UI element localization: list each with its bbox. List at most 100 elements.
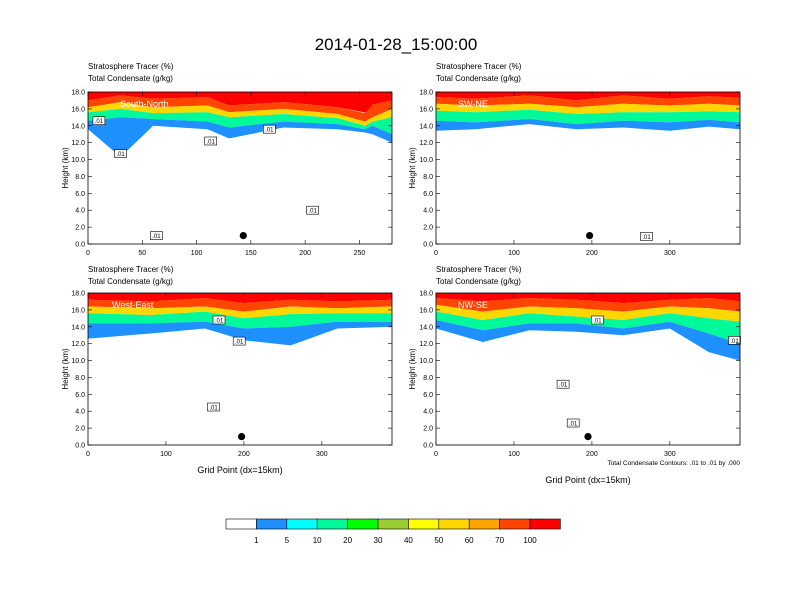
contour-label-box	[150, 231, 163, 240]
colorbar-swatch	[347, 518, 379, 530]
panel-subtitle-condensate: Total Condensate (g/kg)	[436, 74, 521, 83]
y-axis-label: Height (km)	[61, 147, 70, 189]
tracer-band-100	[436, 293, 740, 304]
contour-label-box	[262, 124, 276, 134]
colorbar-swatch	[377, 518, 409, 530]
y-tick-label: 0.0	[75, 443, 85, 450]
tracer-band-70	[436, 298, 740, 312]
colorbar-label: 100	[523, 536, 537, 545]
contour-label-box	[306, 205, 320, 215]
tracer-band-20	[436, 311, 740, 344]
plot-area: .01 .01 .01 .01 .01 .01 0.0 2.0 4.0 6.0 8.0 10.0 12.…	[71, 90, 393, 257]
contour-label: .01	[207, 140, 216, 146]
x-axis-label: Grid Point (dx=15km)	[545, 475, 630, 485]
y-tick-label: 14.0	[71, 324, 85, 331]
x-tick-label: 100	[160, 451, 172, 458]
contour-label-box	[207, 402, 220, 412]
tracer-band-20	[88, 311, 392, 329]
colorbar-swatch	[225, 518, 257, 530]
tracer-band-70	[436, 95, 740, 108]
x-axis-label: Grid Point (dx=15km)	[197, 465, 282, 475]
colorbar-swatch	[286, 518, 318, 530]
y-tick-label: 2.0	[75, 225, 85, 232]
panel-cross-section-label: SW-NE	[458, 99, 488, 109]
panel-nw-se: Stratosphere Tracer (%) Total Condensate…	[408, 265, 741, 485]
y-tick-label: 18.0	[71, 90, 85, 97]
x-tick-label: 100	[508, 250, 520, 257]
panel-west-east: Stratosphere Tracer (%) Total Condensate…	[61, 265, 393, 475]
x-tick-label: 150	[245, 250, 257, 257]
panel-subtitle-condensate: Total Condensate (g/kg)	[88, 277, 173, 286]
tracer-band-5	[88, 321, 392, 346]
y-tick-label: 18.0	[419, 291, 433, 298]
colorbar-label: 5	[285, 536, 290, 545]
tracer-band-100	[88, 293, 392, 304]
tracer-band-50	[88, 102, 392, 126]
contour-label: .01	[593, 319, 602, 325]
y-tick-label: 8.0	[75, 375, 85, 382]
contour-label-box	[114, 149, 127, 158]
plot-frame	[87, 292, 393, 446]
x-tick-label: 100	[191, 250, 203, 257]
tracer-band-70	[88, 95, 392, 122]
location-marker	[238, 433, 246, 441]
y-tick-label: 16.0	[419, 307, 433, 314]
plot-area: .01 .01 .01 0.0 2.0 4.0 6.0 8.0 10.0 12.0 14.0 16.0…	[71, 291, 393, 458]
y-tick-label: 10.0	[71, 358, 85, 365]
x-tick-label: 50	[138, 250, 146, 257]
contour-label-box	[556, 379, 570, 389]
contour-label: .01	[209, 406, 218, 412]
y-tick-label: 14.0	[419, 123, 433, 130]
y-tick-label: 16.0	[71, 106, 85, 113]
x-tick-label: 200	[586, 451, 598, 458]
plot-area: .01 0.0 2.0 4.0 6.0 8.0 10.0 12.0 14.0 16.0 18.0 0 1…	[419, 90, 741, 257]
y-axis-label: Height (km)	[408, 147, 417, 189]
y-tick-label: 6.0	[423, 191, 433, 198]
contour-label-box	[204, 136, 217, 146]
colorbar-label: 60	[465, 536, 474, 545]
tracer-band-20	[436, 109, 740, 125]
colorbar-label: 1	[254, 536, 259, 545]
y-tick-label: 8.0	[423, 375, 433, 382]
y-tick-label: 0.0	[423, 443, 433, 450]
main-title: 2014-01-28_15:00:00	[315, 35, 478, 54]
y-axis-label: Height (km)	[61, 348, 70, 390]
tracer-band-50	[88, 306, 392, 319]
contour-label: .01	[569, 422, 578, 428]
tracer-band-50	[436, 103, 740, 114]
contour-label: .01	[309, 209, 318, 215]
x-tick-label: 200	[238, 451, 250, 458]
y-tick-label: 2.0	[75, 426, 85, 433]
panel-subtitle-tracer: Stratosphere Tracer (%)	[88, 62, 174, 71]
contour-label: .01	[265, 128, 274, 134]
colorbar: 1 5 10 20 30 40 50 60 70 100	[225, 518, 561, 545]
tracer-band-70	[88, 298, 392, 312]
panel-subtitle-tracer: Stratosphere Tracer (%)	[436, 265, 522, 274]
panel-cross-section-label: NW-SE	[458, 300, 488, 310]
panel-cross-section-label: South-North	[120, 99, 169, 109]
y-tick-label: 12.0	[71, 341, 85, 348]
y-tick-label: 6.0	[75, 191, 85, 198]
y-tick-label: 16.0	[419, 106, 433, 113]
colorbar-label: 20	[343, 536, 352, 545]
contour-label-box	[640, 232, 653, 241]
y-tick-label: 10.0	[71, 157, 85, 164]
colorbar-label: 70	[495, 536, 504, 545]
tracer-band-50	[436, 304, 740, 322]
plot-frame	[435, 91, 741, 245]
y-tick-label: 10.0	[419, 358, 433, 365]
y-tick-label: 4.0	[75, 409, 85, 416]
contour-label: .01	[215, 319, 224, 325]
location-marker	[584, 433, 592, 441]
contour-label: .01	[559, 383, 568, 389]
y-tick-label: 12.0	[419, 341, 433, 348]
colorbar-swatch	[256, 518, 288, 530]
contour-label-box	[566, 418, 580, 428]
x-tick-label: 100	[508, 451, 520, 458]
y-tick-label: 12.0	[419, 140, 433, 147]
tracer-band-5	[436, 320, 740, 361]
colorbar-swatch	[499, 518, 531, 530]
y-tick-label: 4.0	[423, 409, 433, 416]
contour-label: .01	[95, 119, 104, 125]
